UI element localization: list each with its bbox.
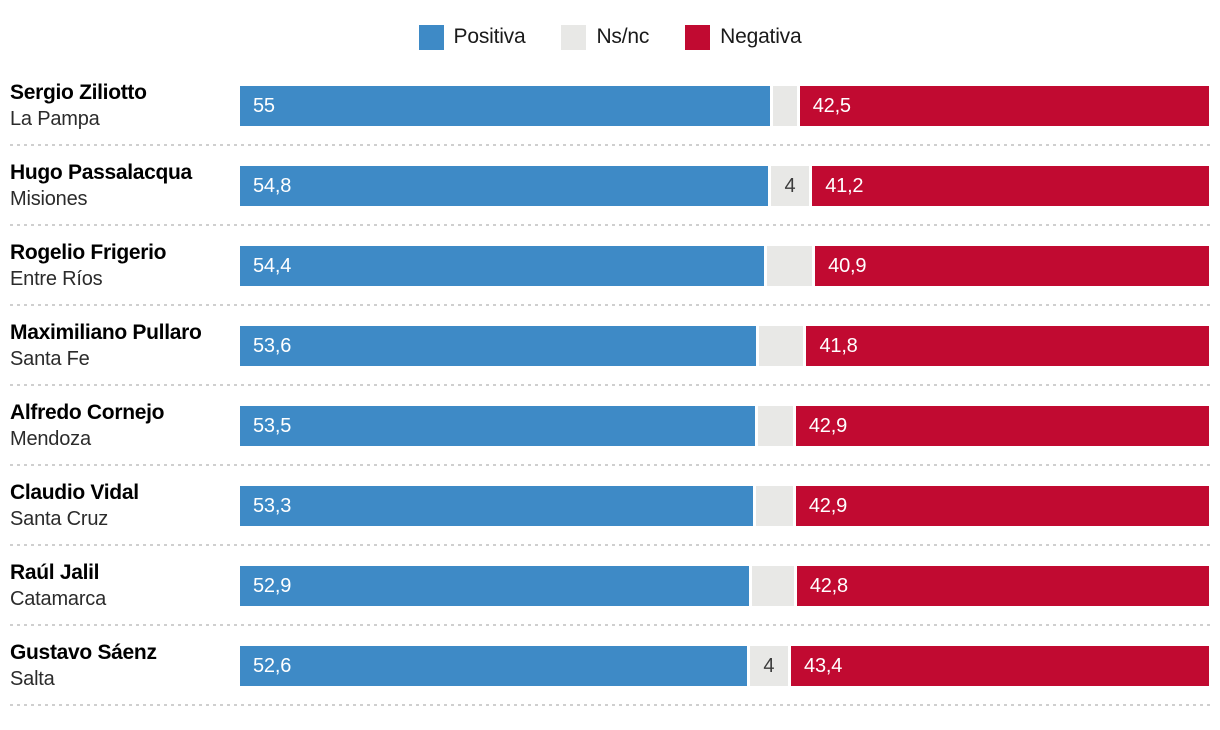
governor-name: Gustavo Sáenz [10,641,157,664]
bar-segment-nsnc [758,406,793,446]
province-label: Santa Fe [10,348,90,370]
governor-name: Alfredo Cornejo [10,401,165,424]
positiva-value: 52,6 [253,654,292,677]
legend-label-nsnc: Ns/nc [596,25,650,48]
bar-segment-positiva: 55 [240,86,770,126]
chart-row: Sergio Ziliotto La Pampa 55 42,5 [0,66,1220,146]
governor-name: Claudio Vidal [10,481,139,504]
chart-row: Maximiliano Pullaro Santa Fe 53,6 41,8 [0,306,1220,386]
negativa-value: 40,9 [828,254,867,277]
negativa-value: 42,5 [812,94,851,117]
nsnc-swatch-icon [561,24,587,50]
legend-label-negativa: Negativa [720,25,802,48]
row-label: Sergio Ziliotto La Pampa [0,79,240,133]
bar-segment-nsnc [752,566,794,606]
row-label: Gustavo Sáenz Salta [0,639,240,693]
bar-segment-negativa: 42,8 [796,566,1209,606]
stacked-bar: 52,6 4 43,4 [240,646,1209,686]
stacked-bar: 53,5 42,9 [240,406,1209,446]
positiva-value: 55 [253,94,275,117]
row-label: Alfredo Cornejo Mendoza [0,399,240,453]
bar-segment-positiva: 54,8 [240,166,768,206]
bar-segment-negativa: 41,2 [812,166,1209,206]
nsnc-value: 4 [784,174,796,197]
province-label: Catamarca [10,588,107,610]
positiva-value: 53,3 [253,494,292,517]
bar-segment-nsnc [772,86,797,126]
governor-name: Raúl Jalil [10,561,100,584]
bar-segment-positiva: 53,5 [240,406,756,446]
row-label: Claudio Vidal Santa Cruz [0,479,240,533]
chart-row: Hugo Passalacqua Misiones 54,8 4 41,2 [0,146,1220,226]
chart-row: Alfredo Cornejo Mendoza 53,5 42,9 [0,386,1220,466]
stacked-bar: 54,8 4 41,2 [240,166,1209,206]
legend-label-positiva: Positiva [453,25,526,48]
province-label: Mendoza [10,428,91,450]
positiva-value: 53,6 [253,334,292,357]
bar-segment-nsnc [759,326,804,366]
negativa-value: 41,2 [825,174,864,197]
positiva-value: 52,9 [253,574,292,597]
legend-item-nsnc: Ns/nc [561,24,650,50]
positiva-value: 53,5 [253,414,292,437]
bar-segment-negativa: 43,4 [791,646,1209,686]
bar-segment-negativa: 41,8 [806,326,1209,366]
province-label: Santa Cruz [10,508,109,530]
stacked-bar: 54,4 40,9 [240,246,1209,286]
negativa-value: 42,9 [808,494,848,517]
governor-name: Hugo Passalacqua [10,161,192,184]
stacked-bar: 53,3 42,9 [240,486,1209,526]
governor-name: Sergio Ziliotto [10,81,147,104]
stacked-bar: 55 42,5 [240,86,1210,126]
bar-segment-positiva: 53,6 [240,326,757,366]
chart-legend: Positiva Ns/nc Negativa [0,0,1220,51]
bar-segment-positiva: 52,6 [240,646,747,686]
chart-row: Claudio Vidal Santa Cruz 53,3 42,9 [0,466,1220,546]
bar-segment-nsnc: 4 [749,646,789,686]
negativa-value: 42,8 [809,574,848,597]
bar-segment-nsnc: 4 [770,166,810,206]
bar-segment-negativa: 42,5 [799,86,1210,126]
chart-row: Gustavo Sáenz Salta 52,6 4 43,4 [0,626,1220,706]
row-label: Hugo Passalacqua Misiones [0,159,240,213]
governor-name: Maximiliano Pullaro [10,321,202,344]
row-label: Rogelio Frigerio Entre Ríos [0,239,240,293]
bar-segment-positiva: 54,4 [240,246,764,286]
chart-row: Rogelio Frigerio Entre Ríos 54,4 40,9 [0,226,1220,306]
nsnc-value: 4 [763,654,775,677]
positiva-swatch-icon [418,24,444,50]
bar-segment-negativa: 40,9 [815,246,1209,286]
legend-item-positiva: Positiva [418,24,526,50]
bar-segment-positiva: 53,3 [240,486,754,526]
province-label: Entre Ríos [10,268,103,290]
stacked-bar: 52,9 42,8 [240,566,1209,606]
bar-segment-negativa: 42,9 [795,486,1209,526]
negativa-value: 41,8 [819,334,858,357]
province-label: Misiones [10,188,88,210]
governor-name: Rogelio Frigerio [10,241,167,264]
bar-segment-negativa: 42,9 [795,406,1209,446]
chart-row: Raúl Jalil Catamarca 52,9 42,8 [0,546,1220,626]
legend-item-negativa: Negativa [685,24,802,50]
negativa-value: 42,9 [808,414,848,437]
positiva-value: 54,4 [253,254,292,277]
stacked-bar: 53,6 41,8 [240,326,1209,366]
bar-segment-nsnc [756,486,793,526]
negativa-value: 43,4 [804,654,843,677]
bar-segment-positiva: 52,9 [240,566,750,606]
negativa-swatch-icon [685,24,711,50]
province-label: Salta [10,668,55,690]
row-label: Raúl Jalil Catamarca [0,559,240,613]
chart-rows: Sergio Ziliotto La Pampa 55 42,5 Hugo Pa… [0,66,1220,706]
province-label: La Pampa [10,108,100,130]
bar-segment-nsnc [766,246,813,286]
row-label: Maximiliano Pullaro Santa Fe [0,319,240,373]
positiva-value: 54,8 [253,174,292,197]
